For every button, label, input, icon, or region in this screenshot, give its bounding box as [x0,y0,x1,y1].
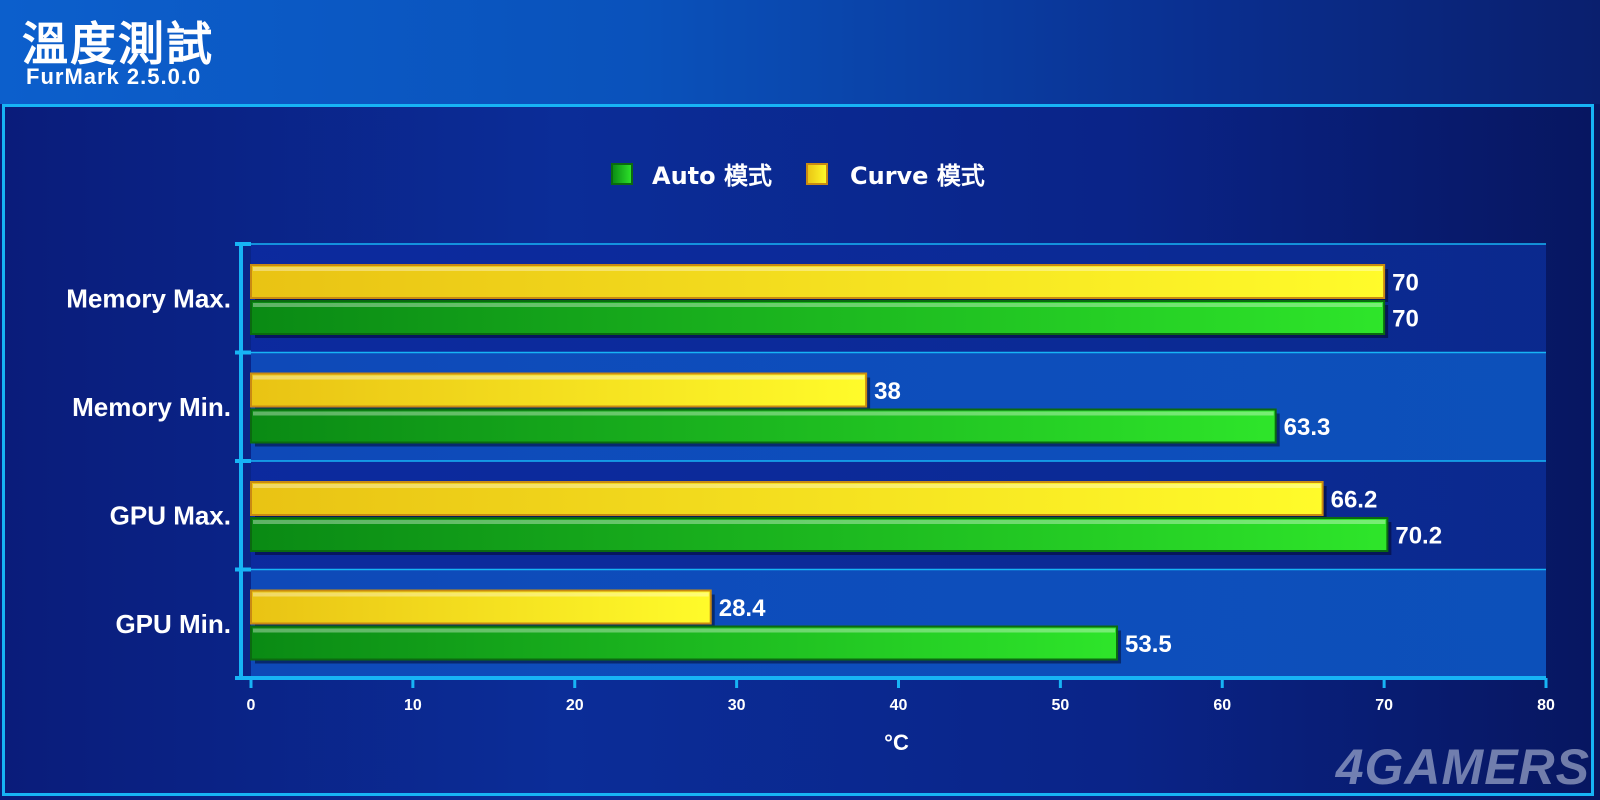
auto-bar-highlight [253,628,1116,633]
x-tick-label: 50 [1051,697,1069,714]
curve-bar-highlight [253,267,1383,271]
watermark-logo: 4GAMERS [1335,739,1590,795]
curve-bar [250,264,1386,299]
auto-bar-highlight [253,520,1386,524]
x-tick-label: 40 [890,697,908,714]
curve-bar [250,372,868,408]
auto-value-label: 70 [1392,306,1419,333]
curve-value-label: 66.2 [1331,487,1378,514]
category-label: Memory Max. [66,283,231,313]
curve-value-label: 28.4 [719,595,766,622]
curve-value-label: 38 [874,378,901,405]
page-subtitle: FurMark 2.5.0.0 [26,64,202,89]
auto-value-label: 53.5 [1125,631,1172,658]
x-axis-title: °C [884,730,909,755]
legend-label-auto: Auto 模式 [652,162,772,190]
header-bar: 溫度測試 FurMark 2.5.0.0 [0,0,1600,104]
curve-bar-highlight [253,484,1321,488]
auto-bar-highlight [253,303,1383,307]
x-tick-label: 60 [1213,697,1231,714]
legend-label-curve: Curve 模式 [850,162,985,190]
auto-bar [250,300,1386,335]
x-tick-label: 20 [566,697,584,714]
x-tick-label: 70 [1375,697,1393,714]
chart-panel [2,104,1594,796]
curve-value-label: 70 [1392,270,1419,297]
curve-bar-highlight [253,592,709,597]
auto-bar [250,625,1119,661]
auto-value-label: 70.2 [1395,523,1442,550]
auto-bar-highlight [253,411,1274,416]
curve-bar [250,481,1324,516]
auto-bar [250,517,1389,552]
auto-value-label: 63.3 [1284,414,1331,441]
curve-bar-highlight [253,375,865,380]
page-title: 溫度測試 [22,17,214,71]
legend-swatch-auto [611,163,633,185]
x-tick-label: 0 [247,697,256,714]
x-tick-label: 30 [728,697,746,714]
x-tick-label: 10 [404,697,422,714]
x-tick-label: 80 [1537,697,1555,714]
curve-bar [250,589,712,625]
category-label: GPU Min. [115,609,231,639]
category-label: Memory Min. [72,392,231,422]
auto-bar [250,408,1277,444]
legend-swatch-curve [806,163,828,185]
category-label: GPU Max. [110,500,231,530]
